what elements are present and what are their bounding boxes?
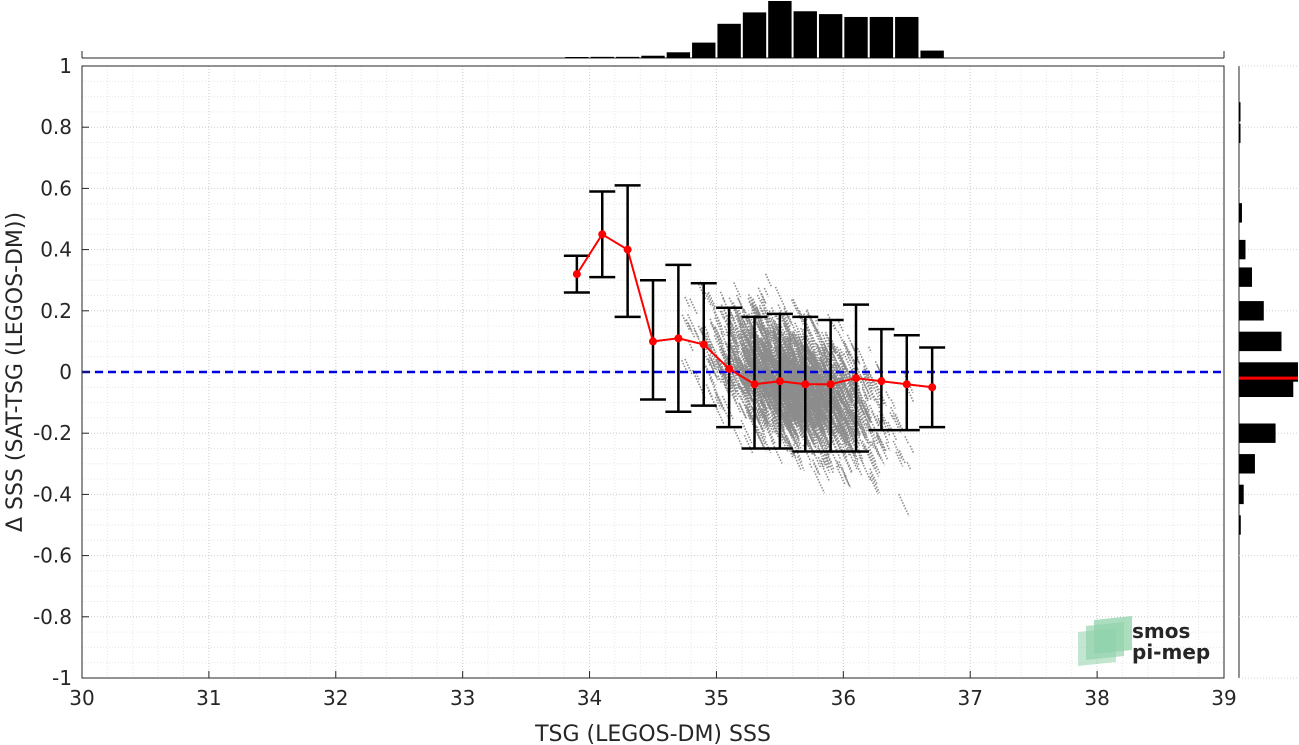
y-histogram [1238,65,1298,679]
mean-point-5 [699,340,708,349]
x-histogram-bar [818,14,843,58]
x-tick-label: 39 [1211,686,1236,710]
mean-point-9 [801,380,810,389]
x-tick-label: 34 [577,686,602,710]
x-axis-label: TSG (LEGOS-DM) SSS [534,722,771,745]
mean-point-13 [902,380,911,389]
y-tick-label: -1 [52,666,72,690]
x-histogram-bar [742,12,767,58]
x-histogram-bar [920,50,944,58]
x-tick-label: 36 [831,686,856,710]
mean-point-0 [572,270,581,279]
x-histogram-bar [793,11,817,58]
mean-points [572,230,937,392]
x-histogram [81,1,1225,59]
x-tick-label: 33 [450,686,475,710]
y-tick-label: -0.8 [33,605,72,629]
y-tick-label: 0.4 [40,238,72,262]
x-histogram-bar [590,56,614,58]
x-tick-label: 37 [957,686,982,710]
mean-point-6 [725,364,734,373]
y-tick-label: -0.4 [33,482,72,506]
logo-line1: smos [1132,619,1190,643]
mean-point-3 [649,337,657,346]
x-histogram-bar [717,23,741,58]
y-histogram-bar [1239,102,1241,122]
y-axis-ticks: 1 0.8 0.6 0.4 0.2 0 -0.2 -0.4 -0.6 -0.8 -1 [33,54,89,690]
x-histogram-bar [869,16,894,58]
logo-line2: pi-mep [1132,640,1210,664]
logo-layer-2 [1094,616,1132,654]
y-histogram-bar [1239,267,1252,287]
x-tick-label: 38 [1084,686,1109,710]
x-histogram-bar [615,56,640,58]
y-histogram-bar [1239,239,1246,260]
y-histogram-bar [1239,123,1241,144]
y-tick-label: 0.2 [40,299,72,323]
x-histogram-bar [641,55,665,58]
x-histogram-bar [844,16,868,58]
x-histogram-bar [666,52,691,58]
x-tick-label: 30 [69,686,94,710]
x-tick-label: 35 [704,686,729,710]
y-tick-label: 0 [59,360,72,384]
x-axis-ticks: 30 31 32 33 34 35 36 37 38 39 [69,671,1237,710]
y-tick-label: 0.6 [40,176,72,200]
y-tick-label: -0.6 [33,544,72,568]
x-histogram-bar [768,1,792,58]
scatter-cloud [680,273,915,517]
y-tick-label: -0.2 [33,421,72,445]
y-histogram-bar [1239,377,1294,398]
y-tick-label: 0.8 [40,115,72,139]
error-bars [563,184,946,453]
x-tick-label: 32 [323,686,348,710]
mean-point-4 [674,334,683,343]
y-tick-label: 1 [59,54,72,78]
mean-point-12 [877,377,886,386]
y-histogram-bar [1239,301,1264,321]
smos-pimep-logo: smos pi-mep [1078,616,1210,666]
mean-point-1 [598,230,607,239]
y-histogram-bar [1239,454,1255,474]
mean-point-14 [928,383,937,392]
mean-point-11 [852,374,861,383]
x-histogram-bar [565,57,589,58]
y-histogram-bar [1239,203,1242,223]
y-axis-label: Δ SSS (SAT-TSG (LEGOS-DM)) [3,212,28,532]
smos-logo-icon [1078,616,1132,666]
mean-point-2 [623,245,632,254]
scatter-points [680,273,915,517]
y-histogram-bar [1239,515,1241,535]
y-histogram-bar [1239,423,1276,443]
x-histogram-bar [895,16,919,58]
x-tick-label: 31 [196,686,221,710]
y-histogram-bar [1239,331,1282,352]
mean-point-10 [826,380,835,389]
mean-point-8 [775,377,784,386]
x-histogram-bar [692,42,716,58]
y-histogram-bar [1239,484,1244,505]
mean-point-7 [750,380,759,389]
